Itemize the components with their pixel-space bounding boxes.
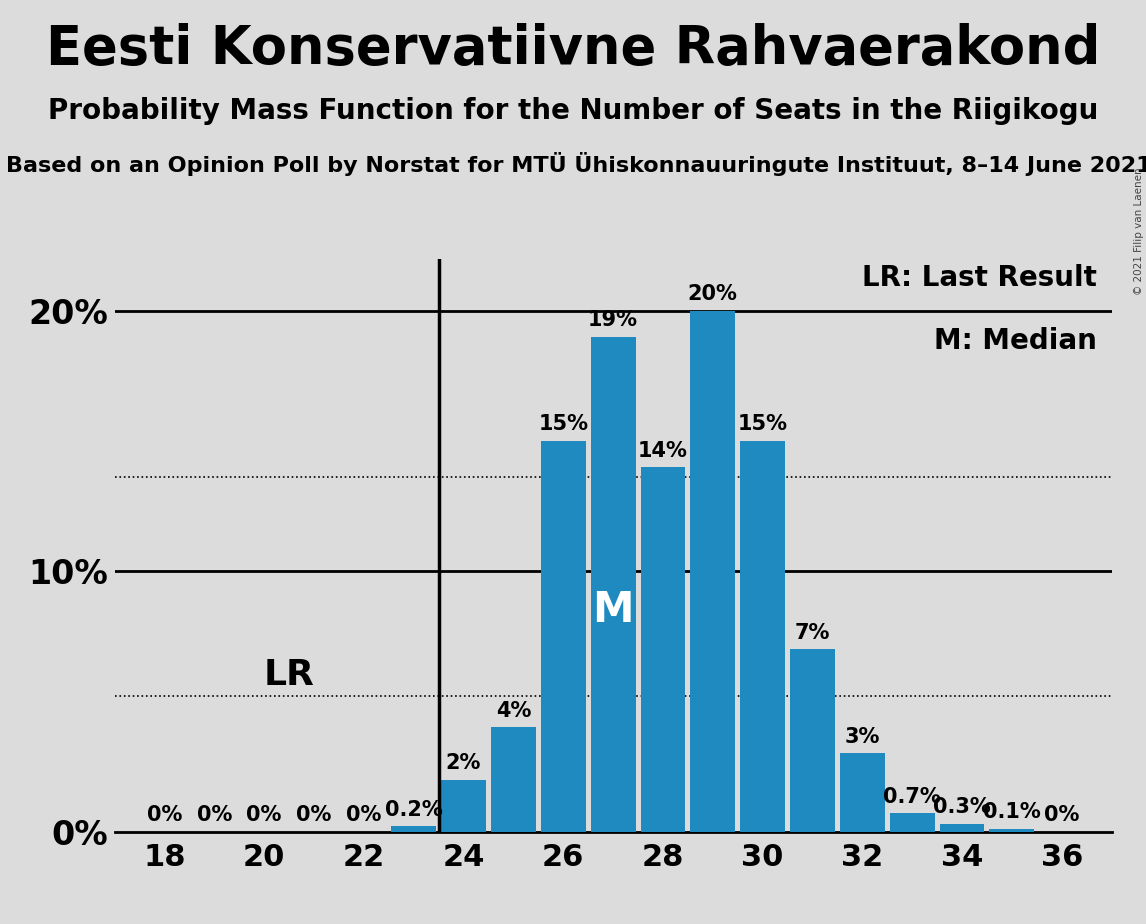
Text: 0%: 0%: [297, 805, 331, 825]
Bar: [641, 467, 685, 832]
Bar: [790, 650, 835, 832]
Bar: [740, 441, 785, 832]
Text: 20%: 20%: [688, 285, 738, 304]
Text: 19%: 19%: [588, 310, 638, 331]
Text: 0.2%: 0.2%: [385, 800, 442, 820]
Text: 0%: 0%: [346, 805, 382, 825]
Bar: [590, 337, 636, 832]
Text: 0%: 0%: [147, 805, 182, 825]
Text: © 2021 Filip van Laenen: © 2021 Filip van Laenen: [1133, 167, 1144, 295]
Text: Probability Mass Function for the Number of Seats in the Riigikogu: Probability Mass Function for the Number…: [48, 97, 1098, 125]
Text: M: Median: M: Median: [934, 327, 1097, 356]
Text: 2%: 2%: [446, 753, 481, 773]
Text: 4%: 4%: [496, 701, 531, 721]
Text: 0.3%: 0.3%: [933, 797, 991, 817]
Text: 0%: 0%: [1044, 805, 1080, 825]
Text: Eesti Konservatiivne Rahvaerakond: Eesti Konservatiivne Rahvaerakond: [46, 23, 1100, 75]
Text: LR: LR: [264, 659, 314, 692]
Bar: [690, 310, 736, 832]
Bar: [541, 441, 586, 832]
Text: 7%: 7%: [795, 623, 830, 643]
Text: Based on an Opinion Poll by Norstat for MTÜ Ühiskonnauuringute Instituut, 8–14 J: Based on an Opinion Poll by Norstat for …: [6, 152, 1146, 176]
Text: 0.7%: 0.7%: [884, 787, 941, 807]
Bar: [490, 727, 536, 832]
Bar: [441, 780, 486, 832]
Bar: [840, 753, 885, 832]
Text: 3%: 3%: [845, 727, 880, 747]
Text: M: M: [592, 590, 634, 631]
Text: 0%: 0%: [246, 805, 282, 825]
Text: 14%: 14%: [638, 441, 688, 460]
Bar: [989, 829, 1035, 832]
Text: 15%: 15%: [738, 415, 787, 434]
Bar: [940, 824, 984, 832]
Text: 0.1%: 0.1%: [983, 802, 1041, 822]
Text: 15%: 15%: [539, 415, 588, 434]
Text: 0%: 0%: [197, 805, 231, 825]
Text: LR: Last Result: LR: Last Result: [862, 264, 1097, 293]
Bar: [889, 813, 935, 832]
Bar: [391, 826, 437, 832]
